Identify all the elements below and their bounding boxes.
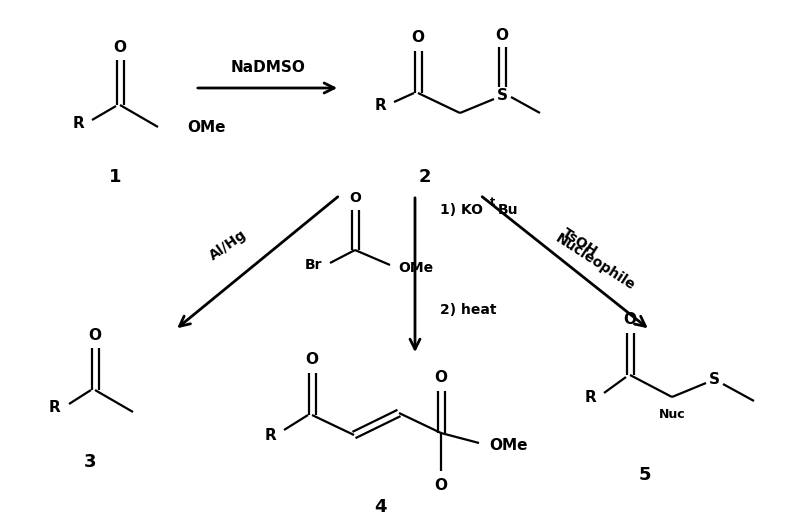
Text: O: O: [411, 30, 425, 46]
Text: S: S: [709, 371, 719, 387]
Text: NaDMSO: NaDMSO: [230, 61, 306, 76]
Text: 5: 5: [638, 466, 651, 484]
Text: OMe: OMe: [398, 261, 433, 275]
Text: Bu: Bu: [498, 203, 518, 217]
Text: 2) heat: 2) heat: [440, 303, 497, 317]
Text: 1) KO: 1) KO: [440, 203, 483, 217]
Text: Al/Hg: Al/Hg: [206, 227, 250, 263]
Text: O: O: [114, 40, 126, 55]
Text: O: O: [349, 191, 361, 205]
Text: t: t: [490, 197, 495, 207]
Text: Br: Br: [305, 258, 322, 272]
Text: OMe: OMe: [187, 121, 226, 136]
Text: R: R: [264, 428, 276, 443]
Text: Nuc: Nuc: [658, 409, 686, 421]
Text: 1: 1: [109, 168, 122, 186]
Text: O: O: [434, 478, 447, 493]
Text: R: R: [584, 390, 596, 405]
Text: 3: 3: [84, 453, 96, 471]
Text: OMe: OMe: [489, 438, 527, 453]
Text: R: R: [49, 401, 61, 415]
Text: O: O: [434, 370, 447, 386]
Text: S: S: [497, 87, 507, 103]
Text: O: O: [306, 353, 318, 368]
Text: O: O: [623, 312, 637, 328]
Text: TsOH: TsOH: [560, 226, 600, 259]
Text: 2: 2: [418, 168, 431, 186]
Text: O: O: [89, 328, 102, 343]
Text: R: R: [374, 97, 386, 112]
Text: R: R: [72, 115, 84, 130]
Text: O: O: [495, 28, 509, 43]
Text: 4: 4: [374, 498, 386, 516]
Text: Nucleophile: Nucleophile: [553, 231, 638, 293]
